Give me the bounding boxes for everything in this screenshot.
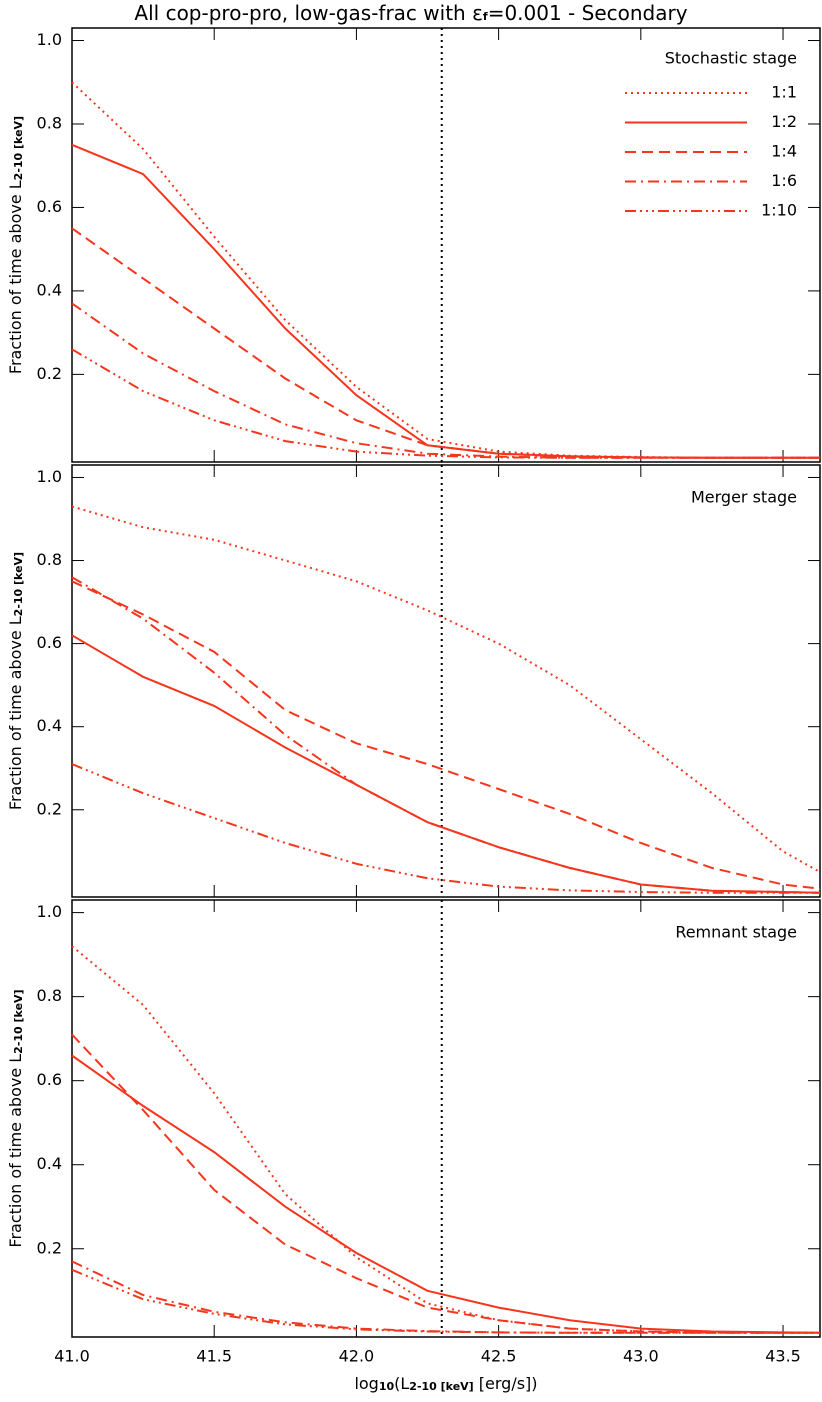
data-line [71, 227, 820, 459]
data-line [71, 348, 820, 459]
legend-label: 1:6 [771, 171, 797, 190]
data-line [71, 1054, 821, 1334]
data-line [71, 505, 821, 873]
y-axis-label-subscript: 2-10 [keV] [12, 552, 25, 616]
legend-label: 1:1 [771, 83, 797, 102]
x-tick-label: 41.5 [196, 1347, 232, 1366]
x-axis-label-part: log [354, 1374, 378, 1393]
y-axis-label: Fraction of time above L2-10 [keV] [6, 989, 25, 1247]
y-tick-label: 0.6 [37, 197, 62, 216]
x-tick-label: 42.0 [339, 1347, 375, 1366]
x-axis-label-part: (L [394, 1374, 409, 1393]
chart-title-subscript: f [483, 10, 488, 23]
y-tick-label: 1.0 [37, 30, 62, 49]
data-line [71, 576, 821, 894]
x-tick-label: 43.0 [623, 1347, 659, 1366]
x-tick-label: 43.5 [765, 1347, 801, 1366]
chart-title-part: ε [472, 1, 483, 25]
y-tick-label: 0.2 [37, 1238, 62, 1257]
data-line [71, 1268, 820, 1334]
data-line [71, 580, 821, 890]
y-axis-label: Fraction of time above L2-10 [keV] [6, 116, 25, 374]
x-axis-label: log10(L2-10 [keV] [erg/s]) [354, 1374, 537, 1393]
data-line [71, 634, 821, 894]
legend-title: Stochastic stage [665, 49, 797, 68]
x-axis-label-part: [erg/s]) [474, 1374, 538, 1393]
chart-title-part: All cop-pro-pro, low-gas-frac with [134, 1, 472, 25]
y-tick-label: 0.4 [37, 1154, 62, 1173]
y-tick-label: 1.0 [37, 902, 62, 921]
data-line [71, 143, 820, 459]
y-tick-label: 0.6 [37, 633, 62, 652]
data-line [71, 945, 820, 1334]
y-tick-label: 1.0 [37, 467, 62, 486]
y-axis-label-part: Fraction of time above L [6, 1054, 25, 1248]
y-axis-label-subscript: 2-10 [keV] [12, 116, 25, 180]
y-tick-label: 0.4 [37, 716, 62, 735]
data-line [71, 1260, 820, 1334]
chart-title-part: =0.001 - Secondary [488, 1, 688, 25]
y-tick-label: 0.4 [37, 280, 62, 299]
y-axis-label-part: Fraction of time above L [6, 616, 25, 810]
data-line [71, 763, 820, 894]
y-tick-label: 0.8 [37, 986, 62, 1005]
y-tick-label: 0.2 [37, 364, 62, 383]
y-tick-label: 0.6 [37, 1070, 62, 1089]
stage-annotation: Remnant stage [675, 923, 797, 942]
x-axis-label-subscript: 10 [379, 1380, 395, 1393]
chart-title: All cop-pro-pro, low-gas-frac with εf=0.… [134, 1, 687, 25]
plot-frame [71, 27, 821, 463]
y-axis-label-part: Fraction of time above L [6, 180, 25, 374]
plot-frame [71, 464, 821, 898]
y-axis-label-subscript: 2-10 [keV] [12, 989, 25, 1053]
x-tick-label: 42.5 [481, 1347, 517, 1366]
x-tick-label: 41.0 [54, 1347, 90, 1366]
data-line [71, 1033, 820, 1334]
plot-frame [71, 899, 821, 1338]
data-line [71, 81, 820, 459]
x-axis-label-subscript: 2-10 [keV] [409, 1380, 473, 1393]
y-axis-label: Fraction of time above L2-10 [keV] [6, 552, 25, 810]
y-tick-label: 0.2 [37, 799, 62, 818]
y-tick-label: 0.8 [37, 113, 62, 132]
legend-label: 1:10 [761, 201, 797, 220]
stage-annotation: Merger stage [691, 488, 797, 507]
legend-label: 1:4 [771, 142, 797, 161]
y-tick-label: 0.8 [37, 550, 62, 569]
data-line [71, 302, 820, 459]
legend-label: 1:2 [771, 112, 797, 131]
